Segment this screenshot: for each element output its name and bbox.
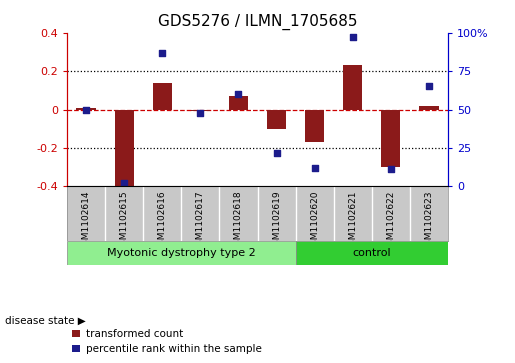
Point [120,180,128,186]
Bar [267,110,286,129]
Text: control: control [352,248,391,258]
Point [234,91,243,97]
Text: GSM1102620: GSM1102620 [310,191,319,251]
Text: GSM1102619: GSM1102619 [272,191,281,252]
Text: GSM1102622: GSM1102622 [386,191,396,251]
Text: GSM1102614: GSM1102614 [81,191,91,251]
Bar [153,83,172,110]
Bar [382,110,401,167]
Bar [305,110,324,142]
Bar [344,65,363,110]
Point [425,83,433,89]
Bar [67,241,296,265]
Point [387,167,395,172]
Bar [191,110,210,111]
Bar [114,110,134,190]
Bar [76,107,96,110]
Point [196,110,204,115]
Text: GSM1102623: GSM1102623 [424,191,434,251]
Bar [229,96,248,110]
Point [82,107,90,113]
Bar [419,106,439,110]
Point [272,150,281,155]
Title: GDS5276 / ILMN_1705685: GDS5276 / ILMN_1705685 [158,14,357,30]
Text: disease state ▶: disease state ▶ [5,316,86,326]
Point [158,50,166,56]
Text: GSM1102616: GSM1102616 [158,191,167,252]
Text: GSM1102617: GSM1102617 [196,191,205,252]
Text: GSM1102618: GSM1102618 [234,191,243,252]
Bar [296,241,448,265]
Legend: transformed count, percentile rank within the sample: transformed count, percentile rank withi… [72,329,262,354]
Point [349,34,357,40]
Text: GSM1102621: GSM1102621 [348,191,357,251]
Text: GSM1102615: GSM1102615 [119,191,129,252]
Point [311,165,319,171]
Text: Myotonic dystrophy type 2: Myotonic dystrophy type 2 [107,248,255,258]
